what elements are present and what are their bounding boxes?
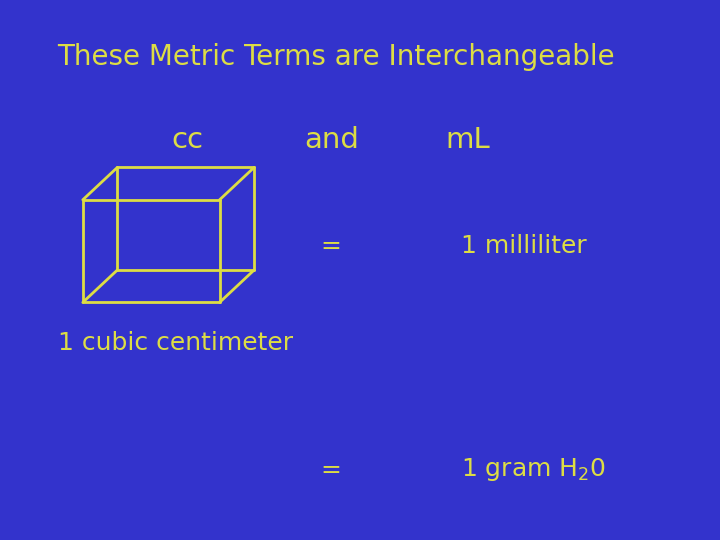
Text: =: = — [321, 458, 341, 482]
Text: and: and — [304, 126, 359, 154]
Text: 1 milliliter: 1 milliliter — [461, 234, 587, 258]
Text: =: = — [321, 234, 341, 258]
Text: mL: mL — [446, 126, 490, 154]
Text: cc: cc — [171, 126, 203, 154]
Text: These Metric Terms are Interchangeable: These Metric Terms are Interchangeable — [58, 43, 615, 71]
Text: 1 cubic centimeter: 1 cubic centimeter — [58, 331, 293, 355]
Text: 1 gram H$_2$0: 1 gram H$_2$0 — [461, 456, 606, 483]
